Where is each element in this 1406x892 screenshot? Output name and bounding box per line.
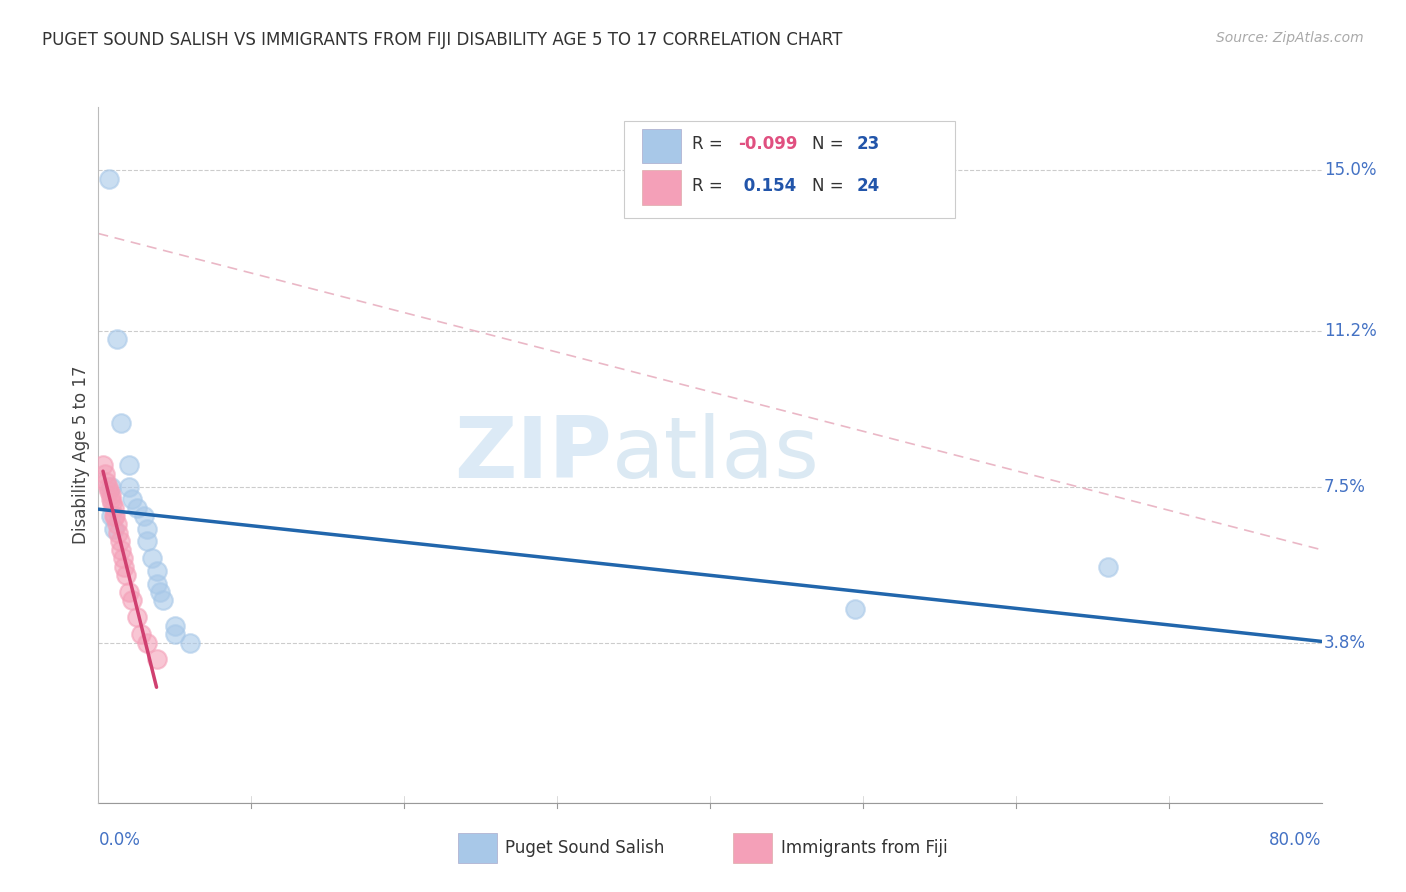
Point — [136, 635, 159, 649]
FancyBboxPatch shape — [641, 128, 681, 163]
Text: atlas: atlas — [612, 413, 820, 497]
Point — [104, 509, 127, 524]
Point — [145, 576, 167, 591]
Point — [105, 517, 128, 532]
Point — [115, 568, 138, 582]
Point — [844, 602, 866, 616]
Point — [103, 500, 125, 515]
Text: PUGET SOUND SALISH VS IMMIGRANTS FROM FIJI DISABILITY AGE 5 TO 17 CORRELATION CH: PUGET SOUND SALISH VS IMMIGRANTS FROM FI… — [42, 31, 842, 49]
Point — [145, 652, 167, 666]
FancyBboxPatch shape — [624, 121, 955, 219]
Text: Immigrants from Fiji: Immigrants from Fiji — [780, 839, 948, 857]
Point — [136, 522, 159, 536]
FancyBboxPatch shape — [734, 833, 772, 863]
Text: 0.0%: 0.0% — [98, 830, 141, 848]
Text: 3.8%: 3.8% — [1324, 633, 1367, 651]
Point — [110, 417, 132, 431]
Text: 80.0%: 80.0% — [1270, 830, 1322, 848]
Point — [93, 467, 115, 481]
Point — [100, 488, 122, 502]
Text: 7.5%: 7.5% — [1324, 477, 1367, 496]
FancyBboxPatch shape — [458, 833, 498, 863]
Point — [107, 525, 129, 540]
Text: 23: 23 — [856, 135, 880, 153]
Point — [100, 509, 122, 524]
Point — [101, 496, 124, 510]
Point — [110, 542, 132, 557]
Point — [100, 492, 122, 507]
Point — [118, 479, 141, 493]
Point — [118, 585, 141, 599]
Point — [91, 458, 114, 473]
FancyBboxPatch shape — [641, 170, 681, 205]
Point — [112, 559, 135, 574]
Point — [105, 332, 128, 346]
Text: R =: R = — [692, 135, 728, 153]
Point — [179, 635, 201, 649]
Text: Puget Sound Salish: Puget Sound Salish — [505, 839, 664, 857]
Text: 11.2%: 11.2% — [1324, 321, 1376, 340]
Text: 0.154: 0.154 — [738, 177, 796, 194]
Text: 24: 24 — [856, 177, 880, 194]
Point — [1097, 559, 1119, 574]
Point — [103, 522, 125, 536]
Point — [125, 610, 148, 624]
Text: Source: ZipAtlas.com: Source: ZipAtlas.com — [1216, 31, 1364, 45]
Point — [149, 585, 172, 599]
Text: N =: N = — [811, 135, 848, 153]
Point — [145, 564, 167, 578]
Point — [125, 500, 148, 515]
Point — [108, 534, 131, 549]
Text: ZIP: ZIP — [454, 413, 612, 497]
Point — [103, 509, 125, 524]
Point — [94, 475, 117, 490]
Point — [163, 627, 186, 641]
Text: R =: R = — [692, 177, 728, 194]
Text: N =: N = — [811, 177, 848, 194]
Point — [141, 551, 163, 566]
Point — [97, 479, 120, 493]
Point — [111, 551, 134, 566]
Point — [98, 171, 121, 186]
Text: -0.099: -0.099 — [738, 135, 797, 153]
Y-axis label: Disability Age 5 to 17: Disability Age 5 to 17 — [72, 366, 90, 544]
Point — [98, 483, 121, 498]
Point — [100, 479, 122, 493]
Point — [163, 618, 186, 632]
Point — [121, 492, 143, 507]
Point — [129, 627, 152, 641]
Point — [121, 593, 143, 607]
Point — [118, 458, 141, 473]
Point — [152, 593, 174, 607]
Point — [136, 534, 159, 549]
Point — [134, 509, 156, 524]
Text: 15.0%: 15.0% — [1324, 161, 1376, 179]
